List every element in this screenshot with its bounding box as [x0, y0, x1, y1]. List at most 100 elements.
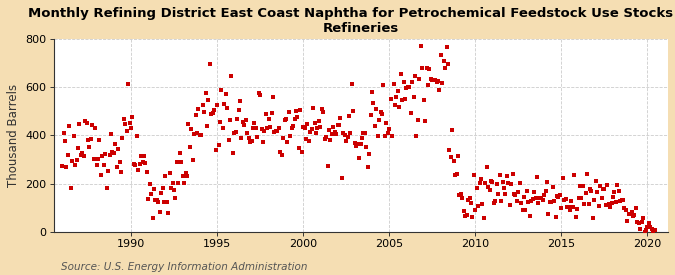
Point [520, 208, 531, 213]
Point [483, 184, 493, 189]
Point [531, 174, 542, 179]
Point [130, 163, 140, 167]
Point [438, 59, 449, 64]
Point [649, 228, 660, 232]
Point [583, 202, 594, 206]
Point [630, 206, 641, 210]
Point [615, 199, 626, 203]
Point [252, 135, 263, 140]
Point [355, 142, 366, 146]
Point [294, 146, 304, 151]
Point [470, 208, 481, 212]
Point [648, 230, 659, 234]
Point [58, 130, 69, 135]
Point [87, 123, 98, 128]
Point [356, 136, 367, 140]
Point [323, 128, 334, 132]
Point [497, 180, 508, 184]
Point [424, 67, 435, 72]
Point [286, 126, 297, 130]
Point [239, 123, 250, 127]
Point [333, 123, 344, 127]
Point [151, 198, 162, 202]
Point [138, 154, 149, 158]
Point [205, 61, 215, 66]
Point [382, 131, 393, 135]
Point [579, 202, 590, 206]
Point [547, 185, 558, 189]
Point [298, 125, 308, 129]
Point [599, 187, 610, 191]
Point [626, 210, 637, 214]
Point [379, 133, 390, 138]
Point [225, 118, 236, 122]
Point [238, 119, 248, 124]
Point [451, 171, 462, 176]
Point [458, 208, 469, 213]
Point [634, 227, 645, 231]
Point [200, 90, 211, 95]
Point [354, 156, 364, 160]
Point [160, 174, 171, 178]
Point [266, 111, 277, 116]
Point [190, 113, 201, 118]
Point [132, 133, 142, 138]
Point [414, 77, 425, 82]
Point [541, 180, 552, 185]
Point [328, 125, 339, 129]
Point [494, 172, 505, 177]
Point [289, 116, 300, 121]
Point [480, 181, 491, 185]
Point [375, 110, 386, 114]
Point [166, 186, 177, 191]
Point [514, 181, 525, 185]
Point [464, 196, 475, 200]
Point [401, 85, 412, 90]
Point [215, 120, 225, 124]
Point [585, 186, 595, 191]
Point [495, 199, 506, 204]
Point [444, 148, 455, 152]
Point [563, 205, 574, 209]
Point [441, 45, 452, 49]
Point [612, 183, 622, 187]
Point [315, 124, 326, 129]
Point [174, 151, 185, 156]
Point [377, 112, 387, 116]
Point [448, 159, 459, 163]
Point [219, 102, 230, 106]
Point [127, 115, 138, 120]
Point [616, 198, 627, 202]
Point [642, 225, 653, 229]
Point [107, 150, 117, 155]
Point [279, 118, 290, 122]
Point [421, 65, 432, 70]
Point [88, 156, 99, 161]
Point [508, 192, 519, 196]
Point [540, 189, 551, 193]
Point [346, 82, 357, 86]
Point [115, 170, 126, 174]
Point [300, 136, 311, 141]
Point [365, 113, 376, 118]
Point [157, 186, 168, 190]
Point [113, 146, 124, 151]
Point [434, 88, 445, 92]
Point [523, 199, 534, 204]
Point [259, 129, 270, 133]
Point [150, 198, 161, 202]
Point [72, 146, 83, 151]
Point [335, 116, 346, 120]
Point [614, 188, 624, 193]
Point [282, 140, 293, 144]
Point [306, 126, 317, 131]
Point [156, 191, 167, 195]
Point [477, 202, 488, 206]
Point [263, 117, 274, 121]
Point [194, 133, 205, 137]
Point [610, 199, 621, 204]
Point [193, 107, 204, 111]
Point [539, 193, 549, 197]
Point [646, 227, 657, 231]
Point [450, 173, 460, 178]
